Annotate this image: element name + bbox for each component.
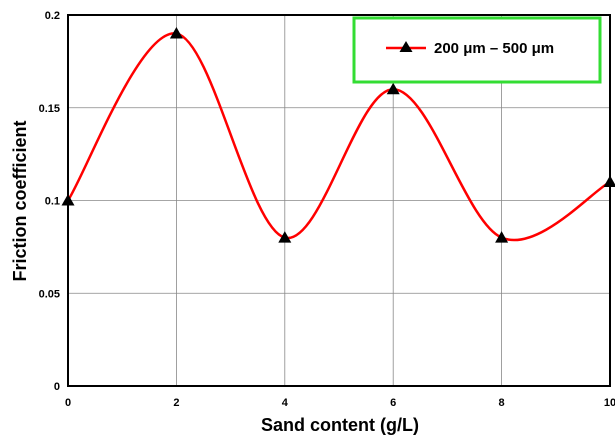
x-tick-label: 4 (282, 397, 289, 409)
legend-label: 200 μm – 500 μm (434, 40, 554, 57)
x-axis-title: Sand content (g/L) (261, 415, 419, 435)
y-axis-title: Friction coefficient (10, 120, 30, 281)
data-point-marker (61, 194, 75, 206)
x-tick-label: 6 (390, 397, 396, 409)
x-tick-label: 0 (65, 397, 71, 409)
data-point-marker (278, 231, 292, 243)
data-point-marker (495, 231, 509, 243)
data-point-marker (386, 82, 400, 95)
data-point-marker (169, 27, 183, 39)
series-markers (61, 27, 615, 243)
x-tick-label: 8 (499, 397, 505, 409)
y-tick-label: 0.05 (39, 288, 60, 300)
x-axis-ticks: 0 2 4 6 8 10 (65, 397, 615, 409)
y-tick-label: 0.15 (39, 103, 60, 115)
y-tick-label: 0 (54, 381, 60, 393)
y-tick-label: 0.2 (45, 10, 60, 22)
legend: 200 μm – 500 μm (352, 16, 602, 84)
data-point-marker (603, 175, 615, 187)
x-tick-label: 10 (604, 397, 615, 409)
y-tick-label: 0.1 (45, 196, 60, 208)
legend-marker (399, 41, 413, 52)
y-axis-ticks: 0 0.05 0.1 0.15 0.2 (39, 10, 60, 393)
x-tick-label: 2 (173, 397, 179, 409)
legend-box (352, 16, 602, 84)
